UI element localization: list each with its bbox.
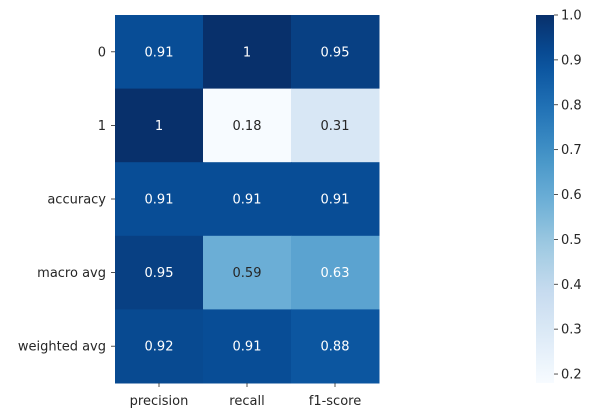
cell-value-label: 1 bbox=[243, 45, 251, 60]
row-tick-label: macro avg bbox=[37, 266, 106, 281]
colorbar: 0.2 0.3 0.4 0.5 0.6 0.7 0.8 0.9 1.0 bbox=[536, 9, 582, 383]
cell-value-label: 0.91 bbox=[233, 340, 262, 355]
colorbar-tick-label: 0.9 bbox=[561, 53, 582, 68]
heatmap-cell bbox=[203, 88, 292, 163]
heatmap-cell bbox=[115, 162, 204, 237]
colorbar-tick-label: 0.6 bbox=[561, 188, 582, 203]
row-tick-label: 0 bbox=[98, 45, 106, 60]
cell-value-label: 0.91 bbox=[145, 193, 174, 208]
heatmap-cell bbox=[115, 235, 204, 310]
cell-value-label: 0.59 bbox=[233, 266, 262, 281]
heatmap-cell bbox=[291, 15, 380, 90]
colorbar-tick-label: 0.3 bbox=[561, 323, 582, 338]
cell-value-label: 0.18 bbox=[233, 119, 262, 134]
colorbar-ticks: 0.2 0.3 0.4 0.5 0.6 0.7 0.8 0.9 1.0 bbox=[554, 9, 582, 383]
heatmap-cell bbox=[291, 88, 380, 163]
cell-value-label: 0.91 bbox=[233, 193, 262, 208]
heatmap-cell bbox=[203, 15, 292, 90]
heatmap-cell bbox=[291, 162, 380, 237]
heatmap-cell bbox=[203, 162, 292, 237]
row-tick-labels: 0 1 accuracy macro avg weighted avg bbox=[18, 45, 115, 355]
cell-value-label: 0.92 bbox=[145, 340, 174, 355]
column-tick-label: precision bbox=[130, 394, 189, 409]
heatmap-cell bbox=[115, 15, 204, 90]
colorbar-gradient bbox=[536, 15, 554, 383]
colorbar-tick-label: 0.8 bbox=[561, 98, 582, 113]
heatmap-cell bbox=[291, 235, 380, 310]
cell-value-label: 0.31 bbox=[321, 119, 350, 134]
cell-value-label: 0.91 bbox=[145, 45, 174, 60]
heatmap-cell bbox=[291, 309, 380, 384]
colorbar-tick-label: 0.2 bbox=[561, 368, 582, 383]
heatmap-cell bbox=[115, 88, 204, 163]
colorbar-tick-label: 1.0 bbox=[561, 9, 582, 24]
column-tick-label: recall bbox=[229, 394, 264, 409]
cell-value-label: 0.95 bbox=[321, 45, 350, 60]
heatmap-cell bbox=[115, 309, 204, 384]
cell-value-label: 0.88 bbox=[321, 340, 350, 355]
row-tick-label: 1 bbox=[98, 119, 106, 134]
cell-value-label: 0.63 bbox=[321, 266, 350, 281]
heatmap-cells: 0.91 1 0.95 1 0.18 0.31 0.91 0.91 0.91 0.95 0.59 0.… bbox=[115, 15, 380, 384]
heatmap-cell bbox=[203, 309, 292, 384]
heatmap-cell bbox=[203, 235, 292, 310]
colorbar-tick-label: 0.7 bbox=[561, 143, 582, 158]
colorbar-tick-label: 0.5 bbox=[561, 233, 582, 248]
row-tick-label: weighted avg bbox=[18, 340, 106, 355]
column-tick-label: f1-score bbox=[309, 394, 361, 409]
row-tick-label: accuracy bbox=[47, 193, 106, 208]
cell-value-label: 0.95 bbox=[145, 266, 174, 281]
column-tick-labels: precision recall f1-score bbox=[130, 383, 361, 409]
colorbar-tick-label: 0.4 bbox=[561, 278, 582, 293]
cell-value-label: 0.91 bbox=[321, 193, 350, 208]
cell-value-label: 1 bbox=[155, 119, 163, 134]
